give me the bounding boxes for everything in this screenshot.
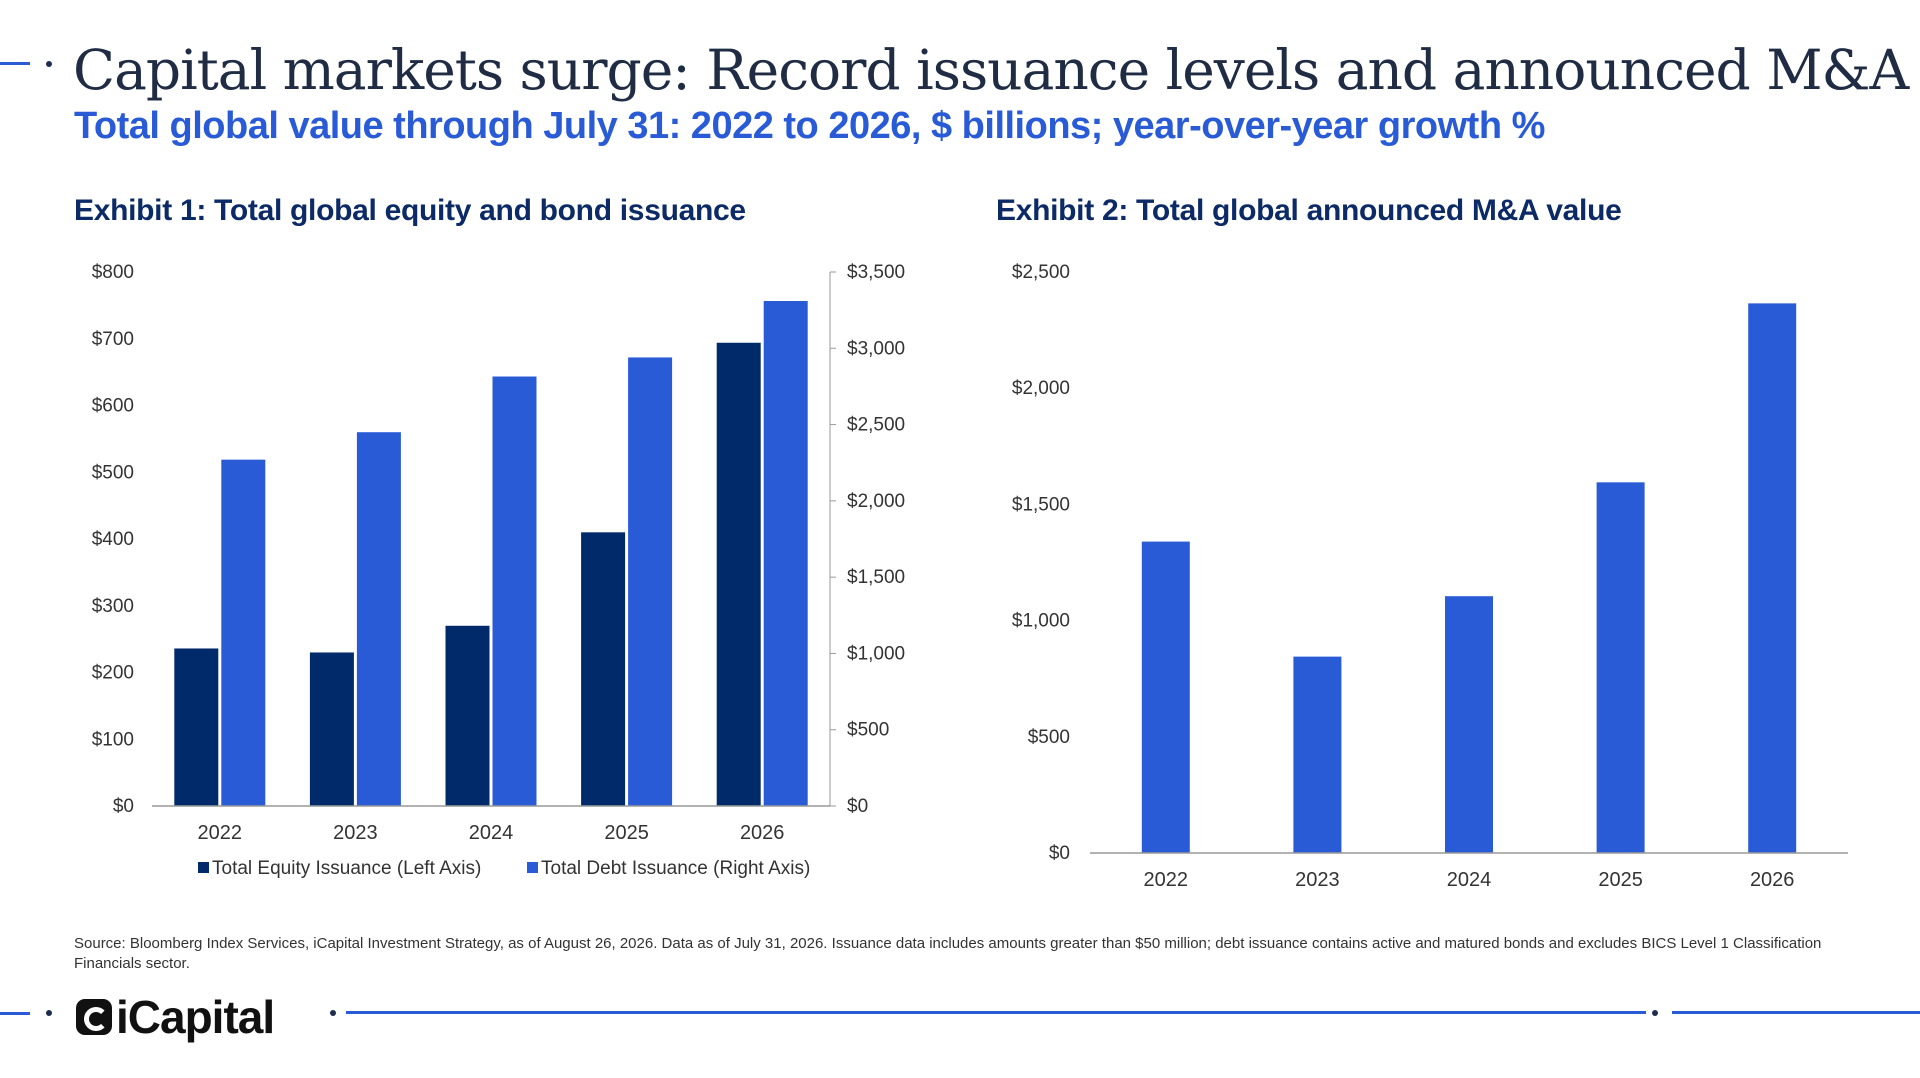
debt-bar <box>221 459 266 806</box>
y-left-tick-label: $100 <box>92 729 134 750</box>
icapital-logo-text: iCapital <box>116 991 275 1043</box>
y-right-tick-label: $3,500 <box>847 262 905 283</box>
y-right-tick-label: $2,000 <box>847 491 905 512</box>
header-dot <box>46 61 52 67</box>
y-right-tick-label: $3,000 <box>847 338 905 359</box>
y-left-tick-label: $400 <box>92 529 134 550</box>
x-tick-label: 2025 <box>604 822 649 844</box>
legend-label-equity: Total Equity Issuance (Left Axis) <box>212 858 481 879</box>
equity-bar <box>445 625 490 806</box>
y-left-tick-label: $300 <box>92 596 134 617</box>
y-left-tick-label: $200 <box>92 663 134 684</box>
y-tick-label: $1,500 <box>1012 494 1070 515</box>
x-tick-label: 2026 <box>740 822 785 844</box>
y-left-tick-label: $500 <box>92 462 134 483</box>
debt-bar <box>356 432 401 806</box>
ma-bar <box>1141 541 1190 853</box>
icapital-logo: iCapital <box>76 990 275 1044</box>
page-subtitle: Total global value through July 31: 2022… <box>74 105 1545 147</box>
y-tick-label: $0 <box>1049 843 1070 864</box>
y-tick-label: $2,000 <box>1012 378 1070 399</box>
exhibit-1-title: Exhibit 1: Total global equity and bond … <box>74 194 746 227</box>
equity-bar <box>309 652 354 806</box>
debt-bar <box>763 300 808 806</box>
x-tick-label: 2024 <box>1447 869 1492 891</box>
x-tick-label: 2024 <box>469 822 514 844</box>
footer-dash-left <box>0 1012 30 1015</box>
footer-dash-right <box>1672 1011 1920 1014</box>
y-right-tick-label: $2,500 <box>847 415 905 436</box>
x-tick-label: 2022 <box>198 822 243 844</box>
source-note: Source: Bloomberg Index Services, iCapit… <box>74 935 1822 972</box>
exhibit-1-chart: $0 $100 $200 $300 $400 $500 $600 $700 $800 $0 $500… <box>92 262 905 879</box>
x-tick-label: 2023 <box>333 822 378 844</box>
ma-bar <box>1293 656 1342 853</box>
footer-dot-left <box>46 1010 52 1016</box>
debt-bar <box>492 376 537 806</box>
equity-bar <box>716 342 761 806</box>
y-left-tick-label: $600 <box>92 396 134 417</box>
y-tick-label: $2,500 <box>1012 262 1070 283</box>
x-tick-label: 2022 <box>1144 869 1189 891</box>
y-right-tick-label: $0 <box>847 796 868 817</box>
y-tick-label: $1,000 <box>1012 611 1070 632</box>
page-title: Capital markets surge: Record issuance l… <box>73 38 1909 102</box>
y-left-tick-label: $700 <box>92 329 134 350</box>
legend-swatch-debt <box>527 862 538 873</box>
y-right-tick-label: $1,500 <box>847 567 905 588</box>
x-tick-label: 2026 <box>1750 869 1795 891</box>
exhibit-2-chart: $0 $500 $1,000 $1,500 $2,000 $2,500 2022 2023 20… <box>1012 262 1848 891</box>
exhibit-2-title: Exhibit 2: Total global announced M&A va… <box>996 194 1622 227</box>
x-tick-label: 2023 <box>1295 869 1340 891</box>
equity-bar <box>581 532 626 806</box>
legend-swatch-equity <box>198 862 209 873</box>
y-left-tick-label: $800 <box>92 262 134 283</box>
ma-bar <box>1596 482 1645 853</box>
ma-bar <box>1445 596 1493 853</box>
x-tick-label: 2025 <box>1598 869 1643 891</box>
legend-label-debt: Total Debt Issuance (Right Axis) <box>541 858 810 879</box>
y-tick-label: $500 <box>1028 727 1070 748</box>
debt-bar <box>628 357 673 806</box>
equity-bar <box>174 648 219 806</box>
icapital-logo-mark <box>76 999 112 1035</box>
header-dash <box>0 62 30 65</box>
y-right-tick-label: $500 <box>847 720 889 741</box>
y-right-tick-label: $1,000 <box>847 643 905 664</box>
y-left-tick-label: $0 <box>113 796 134 817</box>
footer-dot-right <box>1652 1010 1658 1016</box>
footer-rule <box>346 1011 1646 1014</box>
footer-dot-mid <box>330 1010 336 1016</box>
ma-bar <box>1748 303 1797 853</box>
